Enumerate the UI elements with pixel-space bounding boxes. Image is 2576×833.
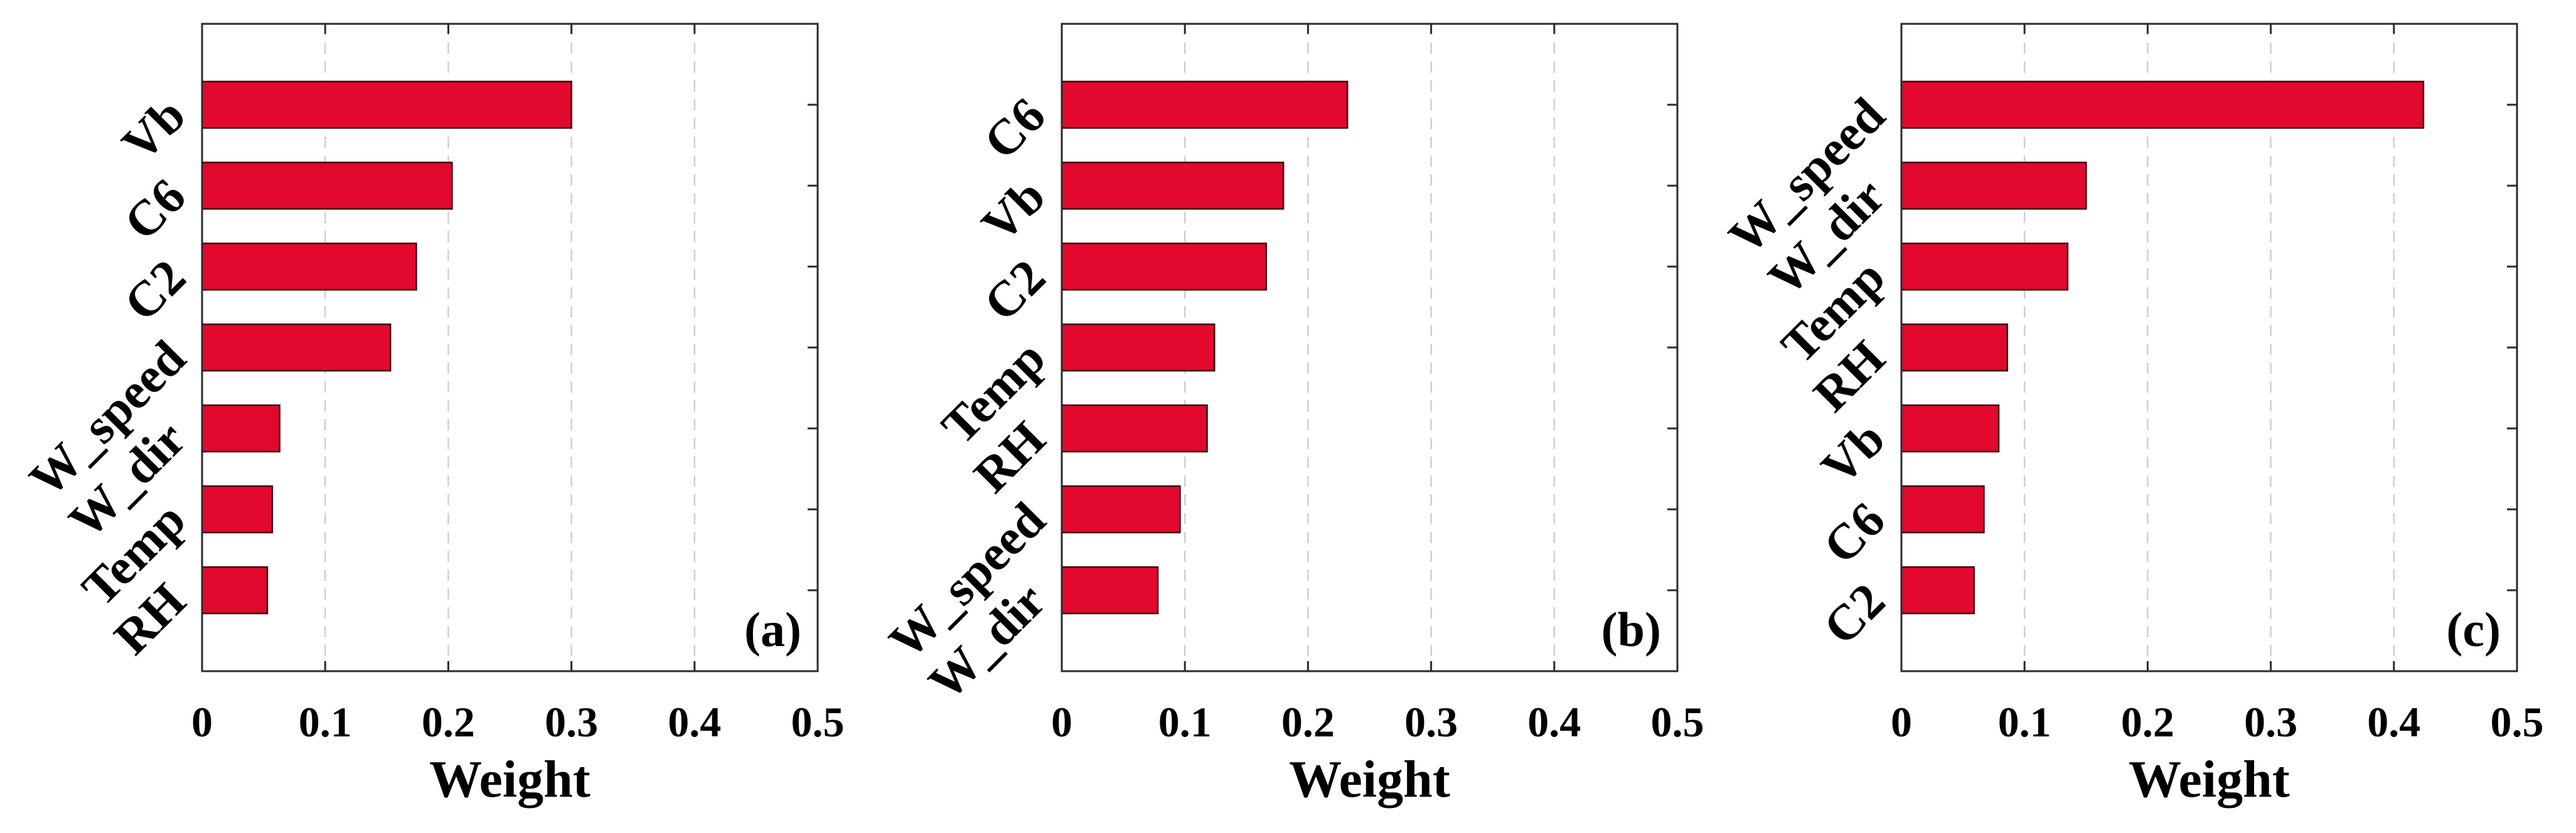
x-tick-label: 0.1 [1998, 698, 2051, 746]
category-label: Vb [1811, 411, 1896, 496]
bar-rh [1900, 323, 2008, 372]
bar-w-dir [201, 404, 281, 453]
bar-temp [1900, 242, 2069, 291]
panel-label: (c) [2446, 602, 2501, 657]
x-tick-label: 0.2 [422, 698, 475, 746]
category-label: C2 [973, 250, 1056, 332]
x-tick-label: 0.1 [1158, 698, 1212, 746]
plot-frame [201, 23, 819, 672]
category-label: C2 [114, 250, 196, 332]
x-tick-label: 0.4 [1527, 698, 1581, 746]
bar-temp [1061, 323, 1216, 372]
x-tick-label: 0.4 [668, 698, 721, 746]
bar-c6 [1061, 80, 1349, 129]
x-tick-label: 0 [1051, 698, 1072, 746]
bar-c2 [201, 242, 417, 291]
bar-vb [1900, 404, 2000, 453]
bar-c6 [201, 161, 453, 210]
bar-c2 [1900, 566, 1975, 615]
category-label: Vb [112, 88, 196, 172]
bar-c2 [1061, 242, 1267, 291]
bar-rh [201, 566, 269, 615]
plot-frame [1900, 23, 2518, 672]
x-tick-label: 0.3 [1404, 698, 1458, 746]
x-tick-label: 0.5 [1651, 698, 1704, 746]
x-tick-label: 0.5 [791, 698, 845, 746]
x-axis-title: Weight [429, 750, 591, 809]
category-label: C6 [1813, 492, 1895, 575]
x-tick-label: 0.5 [2491, 698, 2544, 746]
panel-label: (a) [744, 602, 801, 657]
x-tick-label: 0.1 [299, 698, 352, 746]
x-tick-label: 0.4 [2367, 698, 2420, 746]
bar-temp [201, 485, 274, 534]
plot-frame [1061, 23, 1679, 672]
bar-w-speed [1061, 485, 1181, 534]
bar-vb [201, 80, 572, 129]
x-tick-label: 0.3 [2244, 698, 2297, 746]
x-axis-title: Weight [1289, 750, 1450, 809]
x-tick-label: 0 [1891, 698, 1912, 746]
category-label: C6 [973, 88, 1056, 170]
bar-w-speed [1900, 80, 2425, 129]
x-tick-label: 0.2 [1281, 698, 1335, 746]
bar-vb [1061, 161, 1285, 210]
bar-w-speed [201, 323, 392, 372]
x-axis-title: Weight [2129, 750, 2290, 809]
x-tick-label: 0 [191, 698, 213, 746]
bar-rh [1061, 404, 1208, 453]
x-tick-label: 0.2 [2121, 698, 2174, 746]
bar-w-dir [1061, 566, 1159, 615]
panel-label: (b) [1601, 602, 1661, 657]
category-label: C6 [114, 169, 196, 251]
category-label: C2 [1813, 573, 1895, 655]
x-tick-label: 0.3 [545, 698, 598, 746]
category-label: Vb [971, 169, 1056, 253]
bar-c6 [1900, 485, 1985, 534]
bar-w-dir [1900, 161, 2087, 210]
